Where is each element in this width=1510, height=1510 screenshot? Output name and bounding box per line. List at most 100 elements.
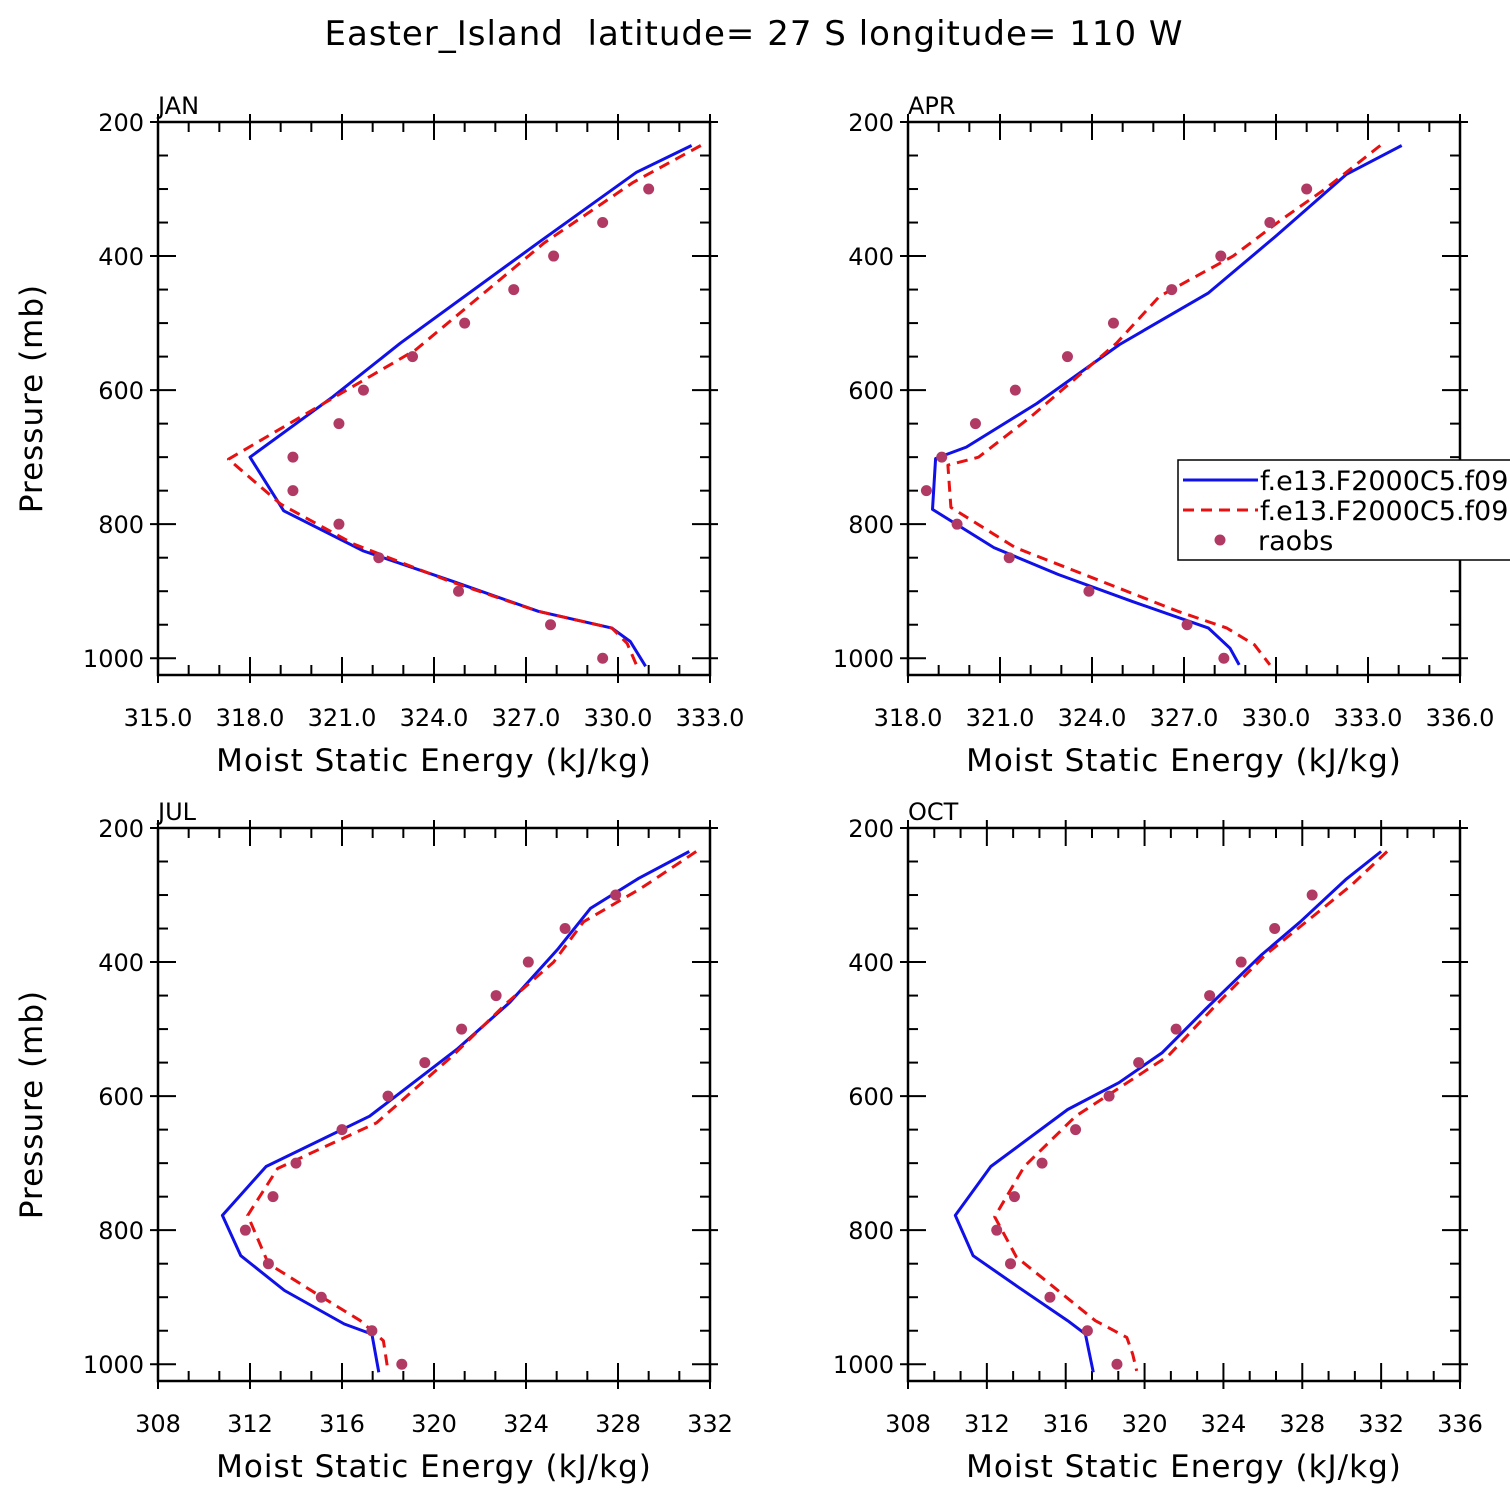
model-line-solid bbox=[248, 144, 693, 668]
y-tick-label: 800 bbox=[848, 511, 894, 539]
raobs-point bbox=[419, 1057, 431, 1069]
raobs-point bbox=[1070, 1124, 1082, 1136]
x-tick-label: 308 bbox=[885, 1410, 931, 1438]
plot-frame bbox=[156, 826, 712, 1383]
raobs-point bbox=[1301, 183, 1313, 195]
raobs-point bbox=[1306, 889, 1318, 901]
raobs-point bbox=[920, 485, 932, 497]
panel-label: OCT bbox=[908, 798, 959, 826]
model-line-solid bbox=[931, 144, 1403, 666]
raobs-point bbox=[597, 652, 609, 664]
y-tick-label: 200 bbox=[848, 109, 894, 137]
raobs-point bbox=[1264, 217, 1276, 229]
model-line-dashed bbox=[946, 144, 1382, 666]
raobs-point bbox=[373, 552, 385, 564]
x-axis-title: Moist Static Energy (kJ/kg) bbox=[966, 1449, 1402, 1485]
plot-frame bbox=[906, 826, 1462, 1383]
panel-label: JUL bbox=[156, 798, 197, 826]
model-line-solid bbox=[953, 850, 1383, 1373]
raobs-point bbox=[267, 1191, 279, 1203]
x-tick-label: 328 bbox=[1279, 1410, 1325, 1438]
panel-apr: APR 200 400 600 800 1000 318.0 321.0 324.0 327.0 3… bbox=[833, 92, 1494, 779]
y-tick-label: 200 bbox=[98, 109, 144, 137]
x-tick-label: 327.0 bbox=[1150, 704, 1219, 732]
x-tick-label: 320 bbox=[1122, 1410, 1168, 1438]
x-tick-label: 312 bbox=[964, 1410, 1010, 1438]
raobs-point bbox=[357, 384, 369, 396]
model-line-dashed bbox=[993, 850, 1389, 1372]
raobs-point bbox=[382, 1090, 394, 1102]
raobs-point bbox=[1103, 1090, 1115, 1102]
raobs-point bbox=[1083, 585, 1095, 597]
panel-label: APR bbox=[908, 92, 956, 120]
y-tick-label: 800 bbox=[848, 1217, 894, 1245]
raobs-point bbox=[1081, 1325, 1093, 1337]
x-tick-label: 327.0 bbox=[492, 704, 561, 732]
raobs-point bbox=[287, 485, 299, 497]
raobs-point bbox=[459, 317, 471, 329]
x-tick-label: 318.0 bbox=[874, 704, 943, 732]
raobs-point bbox=[1008, 1191, 1020, 1203]
raobs-point bbox=[1181, 619, 1193, 631]
x-axis-title: Moist Static Energy (kJ/kg) bbox=[216, 1449, 652, 1485]
plot-frame bbox=[156, 120, 712, 677]
legend-box bbox=[1177, 459, 1510, 561]
y-tick-label: 400 bbox=[98, 243, 144, 271]
raobs-point bbox=[1269, 923, 1281, 935]
raobs-point bbox=[508, 284, 520, 296]
raobs-point bbox=[597, 217, 609, 229]
x-tick-label: 320 bbox=[411, 1410, 457, 1438]
x-axis-title: Moist Static Energy (kJ/kg) bbox=[966, 743, 1402, 779]
model-line-dashed bbox=[246, 850, 698, 1372]
raobs-point bbox=[333, 518, 345, 530]
raobs-point bbox=[290, 1157, 302, 1169]
y-tick-label: 400 bbox=[98, 949, 144, 977]
x-tick-label: 333.0 bbox=[676, 704, 745, 732]
raobs-point bbox=[396, 1358, 408, 1370]
x-tick-label: 333.0 bbox=[1334, 704, 1403, 732]
raobs-point bbox=[407, 351, 419, 363]
y-tick-label: 600 bbox=[98, 377, 144, 405]
x-tick-label: 324 bbox=[1201, 1410, 1247, 1438]
plot-frame bbox=[906, 120, 1462, 677]
x-tick-label: 316 bbox=[319, 1410, 365, 1438]
raobs-point bbox=[1218, 652, 1230, 664]
raobs-point bbox=[239, 1224, 251, 1236]
y-tick-label: 800 bbox=[98, 1217, 144, 1245]
raobs-point bbox=[490, 990, 502, 1002]
legend-entry: raobs bbox=[1258, 526, 1333, 557]
x-tick-label: 336.0 bbox=[1426, 704, 1495, 732]
raobs-point bbox=[456, 1023, 468, 1035]
raobs-point bbox=[1170, 1023, 1182, 1035]
raobs-point bbox=[1044, 1291, 1056, 1303]
legend-swatch-dot bbox=[1214, 534, 1226, 546]
raobs-point bbox=[1009, 384, 1021, 396]
y-tick-label: 400 bbox=[848, 949, 894, 977]
y-tick-label: 600 bbox=[98, 1083, 144, 1111]
raobs-point bbox=[951, 518, 963, 530]
raobs-point bbox=[559, 923, 571, 935]
panel-label: JAN bbox=[156, 92, 199, 120]
raobs-point bbox=[545, 619, 557, 631]
raobs-point bbox=[1204, 990, 1216, 1002]
x-tick-label: 324 bbox=[503, 1410, 549, 1438]
x-tick-label: 324.0 bbox=[400, 704, 469, 732]
x-tick-label: 324.0 bbox=[1058, 704, 1127, 732]
legend-entry: f.e13.F2000C5.f09 bbox=[1260, 466, 1508, 497]
raobs-point bbox=[333, 418, 345, 430]
panel-oct: OCT 200 400 600 800 1000 308 312 316 320 324 328 332… bbox=[833, 798, 1483, 1485]
y-tick-label: 200 bbox=[848, 815, 894, 843]
raobs-point bbox=[453, 585, 465, 597]
raobs-point bbox=[1005, 1258, 1017, 1270]
raobs-point bbox=[1003, 552, 1015, 564]
figure-title: Easter_Island latitude= 27 S longitude= … bbox=[324, 14, 1183, 54]
x-tick-label: 312 bbox=[227, 1410, 273, 1438]
panel-jul: JUL 200 400 600 800 1000 308 312 316 320 324 328 332… bbox=[14, 798, 733, 1485]
model-line-dashed bbox=[227, 144, 702, 666]
x-tick-label: 328 bbox=[595, 1410, 641, 1438]
legend-entry: f.e13.F2000C5.f09 bbox=[1260, 496, 1508, 527]
y-tick-label: 1000 bbox=[83, 645, 144, 673]
raobs-point bbox=[1036, 1157, 1048, 1169]
